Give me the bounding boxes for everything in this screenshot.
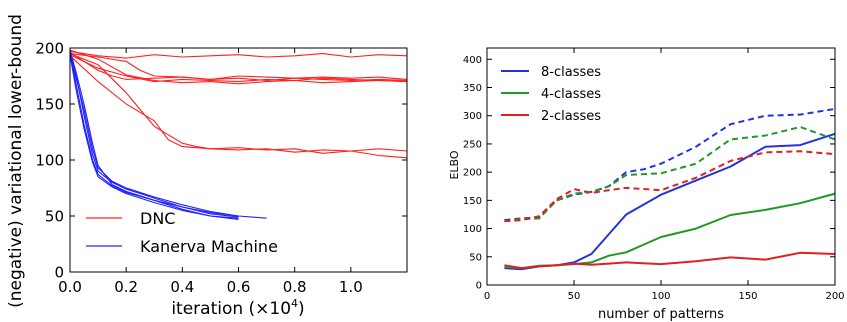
y-tick-label: 150 — [35, 95, 64, 113]
y-tick-label: 250 — [463, 139, 482, 150]
x-tick-label: 0.2 — [114, 278, 138, 296]
series-line-trace-8 — [69, 52, 239, 218]
plot-frame — [69, 47, 408, 273]
legend: 8-classes 4-classes 2-classes — [501, 65, 601, 124]
x-axis-label: iteration (×104) — [171, 297, 304, 319]
y-tick-label: 300 — [463, 111, 482, 122]
plot-frame — [486, 47, 836, 286]
x-tick-label: 0.0 — [58, 278, 82, 296]
y-tick-label: 200 — [463, 168, 482, 179]
y-tick-label: 100 — [35, 151, 64, 169]
legend-label-dnc: DNC — [140, 209, 175, 228]
y-tick-label: 0 — [476, 281, 482, 292]
series-line-dnc — [69, 50, 408, 59]
series-line-trace-6 — [69, 55, 408, 159]
x-tick-label: 50 — [568, 291, 581, 302]
x-tick-label: 150 — [738, 291, 757, 302]
series-line-8-classes — [504, 132, 836, 271]
x-tick-label: 200 — [825, 291, 844, 302]
series-line-trace-3 — [69, 54, 408, 83]
y-axis-label: ELBO — [448, 150, 461, 179]
y-tick-label: 400 — [463, 55, 482, 66]
x-axis-label: number of patterns — [598, 307, 724, 322]
series-line-trace-5 — [504, 150, 836, 223]
x-tick-label: 0.8 — [283, 278, 307, 296]
x-tick-label: 0 — [484, 291, 490, 302]
vlb-chart: (negative) variational lower-bound itera… — [6, 14, 408, 319]
legend-label-4-classes: 4-classes — [541, 87, 601, 102]
y-tick-label: 150 — [463, 196, 482, 207]
series-line-trace-2 — [69, 53, 408, 80]
y-tick-label: 50 — [469, 252, 482, 263]
y-tick-label: 350 — [463, 83, 482, 94]
x-tick-label: 1.0 — [339, 278, 363, 296]
series-line-trace-9 — [69, 53, 239, 219]
legend-label-8-classes: 8-classes — [541, 65, 601, 80]
series-line-trace-5 — [69, 53, 408, 153]
series-line-kanerva-machine — [69, 50, 267, 219]
y-tick-label: 200 — [35, 39, 64, 57]
y-tick-label: 0 — [54, 263, 64, 281]
series-line-trace-4 — [504, 126, 836, 223]
y-tick-label: 100 — [463, 224, 482, 235]
legend-label-2-classes: 2-classes — [541, 109, 601, 124]
legend-label-kanerva: Kanerva Machine — [140, 237, 278, 256]
legend: DNC Kanerva Machine — [86, 209, 278, 256]
series-line-4-classes — [504, 192, 836, 270]
series-line-trace-11 — [69, 54, 239, 220]
x-tick-label: 0.4 — [170, 278, 194, 296]
x-tick-label: 100 — [651, 291, 670, 302]
x-tick-label: 0.6 — [227, 278, 251, 296]
series-line-trace-10 — [69, 51, 239, 217]
y-axis-label: (negative) variational lower-bound — [6, 14, 26, 308]
series-line-trace-4 — [69, 49, 408, 85]
y-tick-label: 50 — [45, 207, 64, 225]
series-line-2-classes — [504, 251, 836, 270]
